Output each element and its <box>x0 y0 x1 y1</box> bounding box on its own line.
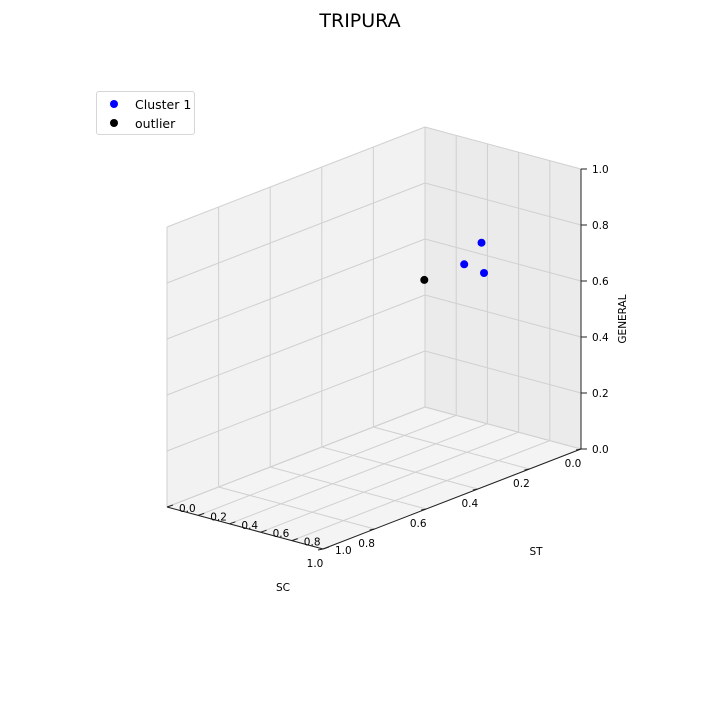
left-pane <box>167 127 425 507</box>
grid-line <box>424 406 582 450</box>
x-tick-label: 0.8 <box>358 538 375 550</box>
x-tick-label: 1.0 <box>307 558 324 570</box>
grid-line <box>166 406 426 508</box>
y-axis-line <box>166 506 324 550</box>
chart-title: TRIPURA <box>319 10 401 32</box>
chart-legend: Cluster 1 outlier <box>96 91 195 135</box>
grid-line <box>270 466 427 510</box>
grid-line <box>260 431 519 533</box>
y-tick-label: 1.0 <box>335 545 352 557</box>
grid-line <box>291 440 550 542</box>
floor-pane <box>167 407 581 549</box>
z-tick-label: 0.0 <box>592 444 609 456</box>
grid-line <box>229 423 488 525</box>
x-axis-label: SC <box>276 582 290 594</box>
y-tick <box>166 504 174 508</box>
grid-line <box>166 238 426 340</box>
y-tick <box>229 521 236 525</box>
legend-label-cluster-1: Cluster 1 <box>135 96 192 112</box>
x-tick-label: 0.6 <box>410 518 427 530</box>
data-point-cluster-1 <box>480 269 488 277</box>
grid-line <box>424 126 582 170</box>
data-point-cluster-1 <box>477 238 486 247</box>
grid-line <box>424 238 582 282</box>
y-tick <box>291 538 298 542</box>
right-pane <box>425 127 581 449</box>
data-point-cluster-1 <box>460 260 469 269</box>
z-tick-label: 0.8 <box>592 220 609 232</box>
grid-line <box>198 414 457 516</box>
x-tick <box>421 508 427 511</box>
x-tick <box>317 548 324 551</box>
y-tick <box>198 512 205 516</box>
grid-line <box>166 126 426 228</box>
y-tick <box>260 529 267 533</box>
y-tick <box>322 546 330 550</box>
legend-marker-outlier <box>110 119 118 127</box>
legend-item-cluster-1: Cluster 1 <box>97 95 191 113</box>
grid-line <box>373 426 530 470</box>
x-tick-label: 0.4 <box>461 498 478 510</box>
y-tick-label: 0.8 <box>304 537 321 549</box>
grid-line <box>321 446 478 490</box>
legend-marker-cluster-1 <box>110 100 118 108</box>
z-axis-label: GENERAL <box>617 294 629 343</box>
data-point-outlier <box>420 275 429 284</box>
x-tick <box>575 448 582 451</box>
x-tick <box>524 468 530 471</box>
y-tick-label: 0.4 <box>241 520 258 532</box>
z-tick-label: 1.0 <box>592 164 609 176</box>
x-axis-line <box>322 448 582 550</box>
y-tick-label: 0.6 <box>273 528 290 540</box>
x-tick <box>369 528 375 531</box>
x-tick <box>472 488 478 491</box>
grid-line <box>424 182 582 226</box>
z-tick-label: 0.6 <box>592 276 609 288</box>
y-tick-label: 0.0 <box>179 503 196 515</box>
grid-line <box>424 350 582 394</box>
legend-label-outlier: outlier <box>135 115 176 131</box>
grid-line <box>166 182 426 284</box>
x-tick-label: 0.0 <box>565 458 582 470</box>
x-tick-label: 0.2 <box>513 478 530 490</box>
z-tick-label: 0.4 <box>592 332 609 344</box>
grid-line <box>424 294 582 338</box>
grid-line <box>166 294 426 396</box>
y-tick-label: 0.2 <box>210 511 227 523</box>
legend-item-outlier: outlier <box>97 114 175 132</box>
z-tick-label: 0.2 <box>592 388 609 400</box>
grid-line <box>218 486 375 530</box>
grid-line <box>166 350 426 452</box>
y-axis-label: ST <box>529 546 543 558</box>
